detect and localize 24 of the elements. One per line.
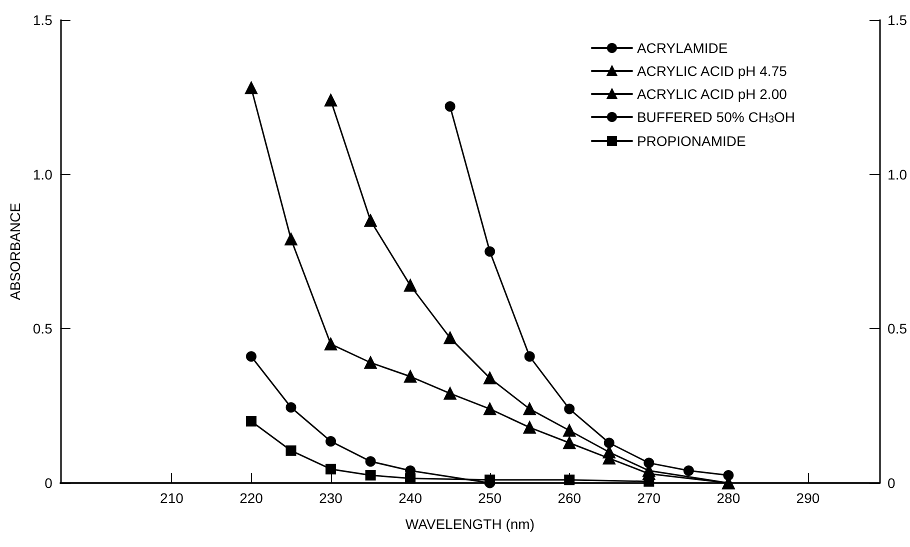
x-axis-title: WAVELENGTH (nm) <box>405 516 535 532</box>
y-tick-label: 0.5 <box>32 320 53 337</box>
x-tick-label: 250 <box>478 490 502 506</box>
y-tick-label: 1.5 <box>32 12 53 28</box>
y-tick-label: 1.0 <box>32 166 53 182</box>
x-tick-label: 210 <box>160 490 184 506</box>
x-tick-label: 260 <box>558 490 582 506</box>
x-tick-label: 240 <box>398 490 422 506</box>
x-tick-label: 290 <box>796 490 820 506</box>
y2-tick-label: 1.5 <box>888 12 908 28</box>
legend-label: ACRYLIC ACID pH 2.00 <box>636 86 788 102</box>
y2-tick-label: 0 <box>888 475 896 491</box>
legend-label: PROPIONAMIDE <box>636 133 746 149</box>
legend-label: ACRYLIC ACID pH 4.75 <box>636 63 788 79</box>
y-axis-title: ABSORBANCE <box>7 202 23 300</box>
x-tick-label: 280 <box>716 490 740 506</box>
y2-tick-label: 1.0 <box>888 166 908 182</box>
x-tick-label: 270 <box>637 490 661 506</box>
legend-label: BUFFERED 50% CH3OH <box>636 109 795 126</box>
y-tick-label: 0 <box>44 475 53 491</box>
x-tick-label: 230 <box>319 490 343 506</box>
legend-label: ACRYLAMIDE <box>636 40 728 56</box>
x-tick-label: 220 <box>240 490 264 506</box>
y2-tick-label: 0.5 <box>888 320 908 337</box>
